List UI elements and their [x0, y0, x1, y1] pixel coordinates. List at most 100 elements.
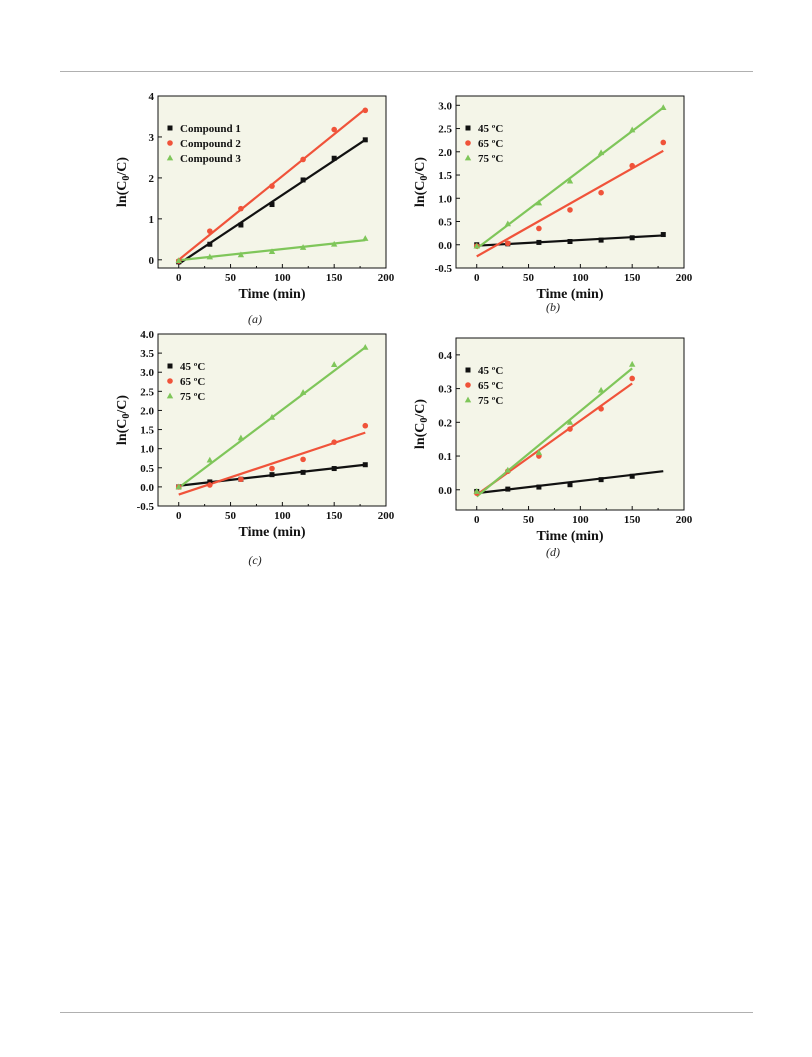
chart-b-legend-marker-3 — [464, 154, 472, 161]
chart-panel-c: 0 50 100 150 200 -0.5 0.0 0.5 1.0 1.5 2.0 2.5 3.0 3.5… — [110, 326, 400, 556]
chart-a-legend: Compound 1 Compound 2 Compound 3 — [166, 123, 241, 165]
chart-b-point-3-4 — [566, 177, 574, 184]
chart-c-series-3 — [175, 343, 369, 490]
caption-b: (b) — [546, 300, 560, 314]
chart-b-legend-label-1: 45 ºC — [478, 123, 503, 135]
chart-b-ytick-label-1: -0.5 — [435, 263, 453, 275]
footer-rule — [60, 1012, 753, 1013]
chart-d-xlabel: Time (min) — [536, 529, 603, 544]
chart-d-point-3-5 — [597, 386, 605, 393]
chart-c-ytick-label-9: 3.5 — [140, 348, 154, 360]
chart-c-point-2-6 — [331, 439, 337, 445]
chart-b-ytick-label-5: 1.5 — [438, 170, 452, 182]
chart-b-point-3-2 — [504, 220, 512, 227]
chart-b-point-1-5 — [598, 237, 604, 243]
chart-b-frame — [455, 95, 685, 269]
chart-b-point-3-1 — [473, 242, 480, 249]
chart-c-point-3-3 — [237, 434, 245, 441]
chart-c-point-3-6 — [330, 361, 338, 367]
chart-c-ytick-label-8: 3.0 — [140, 367, 154, 379]
chart-a-legend-marker-1 — [167, 125, 173, 131]
chart-b-xtick-label-4: 150 — [624, 272, 641, 284]
chart-c-xlabel: Time (min) — [238, 525, 305, 540]
chart-a-point-1-4 — [269, 202, 275, 208]
chart-b-point-2-3 — [536, 225, 542, 232]
chart-a-ytick-label-1: 0 — [149, 255, 155, 267]
chart-a-point-2-5 — [300, 156, 306, 163]
chart-d-legend-marker-3 — [464, 396, 472, 403]
chart-a-ytick-label-2: 1 — [149, 214, 155, 226]
chart-c-point-2-2 — [207, 482, 213, 488]
chart-b-legend-marker-1 — [465, 125, 471, 131]
chart-d-legend-marker-2 — [465, 382, 471, 388]
chart-c-ylabel: ln(C0/C) — [115, 395, 132, 445]
chart-b-ytick-label-8: 3.0 — [438, 100, 452, 112]
chart-b-ylabel: ln(C0/C) — [413, 157, 430, 207]
chart-d-legend-label-1: 45 ºC — [478, 365, 503, 377]
caption-c: (c) — [248, 553, 262, 567]
chart-b-svg: 0 50 100 150 200 -0.5 0.0 0.5 1.0 1.5 2.0 2.5 3.0 Tim… — [413, 95, 693, 302]
chart-panel-b: 0 50 100 150 200 -0.5 0.0 0.5 1.0 1.5 2.0 2.5 3.0 Tim… — [408, 88, 698, 318]
chart-b-point-2-2 — [505, 240, 511, 247]
chart-a-series-3 — [175, 235, 369, 264]
chart-a-point-2-3 — [238, 205, 244, 212]
chart-b-point-3-5 — [597, 149, 605, 156]
chart-b-ytick-label-4: 1.0 — [438, 193, 452, 205]
chart-a-point-2-2 — [207, 228, 213, 234]
chart-b-point-1-3 — [536, 239, 542, 245]
chart-c-point-3-4 — [268, 413, 276, 420]
chart-a-legend-label-3: Compound 3 — [180, 153, 241, 165]
chart-d-legend-marker-1 — [465, 367, 471, 373]
chart-d-svg: 0 50 100 150 200 0.0 0.1 0.2 0.3 0.4 Time (min) ln(… — [413, 337, 693, 544]
chart-a-legend-marker-3 — [166, 154, 174, 161]
chart-b-legend-label-2: 65 ºC — [478, 138, 503, 150]
chart-c-point-3-5 — [299, 389, 307, 395]
chart-d-ytick-label-1: 0.0 — [438, 485, 452, 497]
chart-a-point-2-7 — [362, 107, 369, 114]
chart-c-point-1-4 — [269, 472, 275, 478]
chart-d-point-1-6 — [629, 473, 635, 479]
caption-d: (d) — [546, 545, 560, 559]
chart-a-point-2-4 — [269, 183, 275, 189]
chart-d-legend: 45 ºC 65 ºC 75 ºC — [464, 365, 503, 407]
chart-c-point-2-7 — [362, 422, 369, 429]
chart-c-ytick-label-3: 0.5 — [140, 463, 154, 475]
chart-c-ytick-label-1: -0.5 — [137, 501, 155, 513]
chart-b-point-3-3 — [535, 199, 543, 206]
chart-d-xtick-label-4: 150 — [624, 514, 641, 526]
chart-d-ytick-label-5: 0.4 — [438, 350, 452, 362]
chart-d-point-1-3 — [536, 484, 542, 490]
chart-b-xtick-label-3: 100 — [572, 272, 589, 284]
chart-c-point-2-5 — [300, 456, 306, 463]
chart-d-ytick-label-2: 0.1 — [438, 451, 452, 463]
chart-b-point-2-7 — [660, 139, 667, 146]
chart-b-ytick-label-2: 0.0 — [438, 240, 452, 252]
chart-c-xtick-label-1: 0 — [176, 510, 182, 522]
chart-b-xlabel: Time (min) — [536, 287, 603, 302]
chart-c-svg: 0 50 100 150 200 -0.5 0.0 0.5 1.0 1.5 2.0 2.5 3.0 3.5… — [115, 329, 395, 540]
chart-d-point-3-1 — [473, 488, 480, 494]
chart-a-point-3-2 — [206, 253, 214, 260]
chart-a-point-1-2 — [207, 241, 213, 247]
chart-c-legend: 45 ºC 65 ºC 75 ºC — [166, 361, 205, 403]
chart-d-series-3 — [473, 360, 636, 494]
chart-a-point-3-4 — [268, 248, 276, 255]
chart-c-point-1-7 — [362, 462, 368, 468]
chart-a-point-1-3 — [238, 222, 244, 228]
chart-a-point-3-1 — [175, 257, 182, 264]
chart-c-ytick-label-4: 1.0 — [140, 444, 154, 456]
chart-a-xlabel: Time (min) — [238, 287, 305, 302]
chart-c-point-2-3 — [238, 476, 244, 483]
chart-c-ytick-label-2: 0.0 — [140, 482, 154, 494]
chart-panel-d: 0 50 100 150 200 0.0 0.1 0.2 0.3 0.4 Time (min) ln(… — [408, 330, 698, 560]
chart-d-point-3-2 — [504, 466, 512, 473]
chart-panel-a: 0 50 100 150 200 0 1 2 3 4 Time (min) ln(C0/C) Compo… — [110, 88, 400, 318]
chart-a-xtick-label-4: 150 — [326, 272, 343, 284]
chart-c-xtick-label-4: 150 — [326, 510, 343, 522]
chart-c-ytick-label-7: 2.5 — [140, 386, 154, 398]
chart-b-xtick-label-1: 0 — [474, 272, 480, 284]
chart-c-point-3-2 — [206, 456, 214, 463]
chart-d-ytick-label-4: 0.3 — [438, 384, 452, 396]
chart-b-point-1-7 — [660, 232, 666, 238]
chart-d-xtick-label-2: 50 — [523, 514, 535, 526]
